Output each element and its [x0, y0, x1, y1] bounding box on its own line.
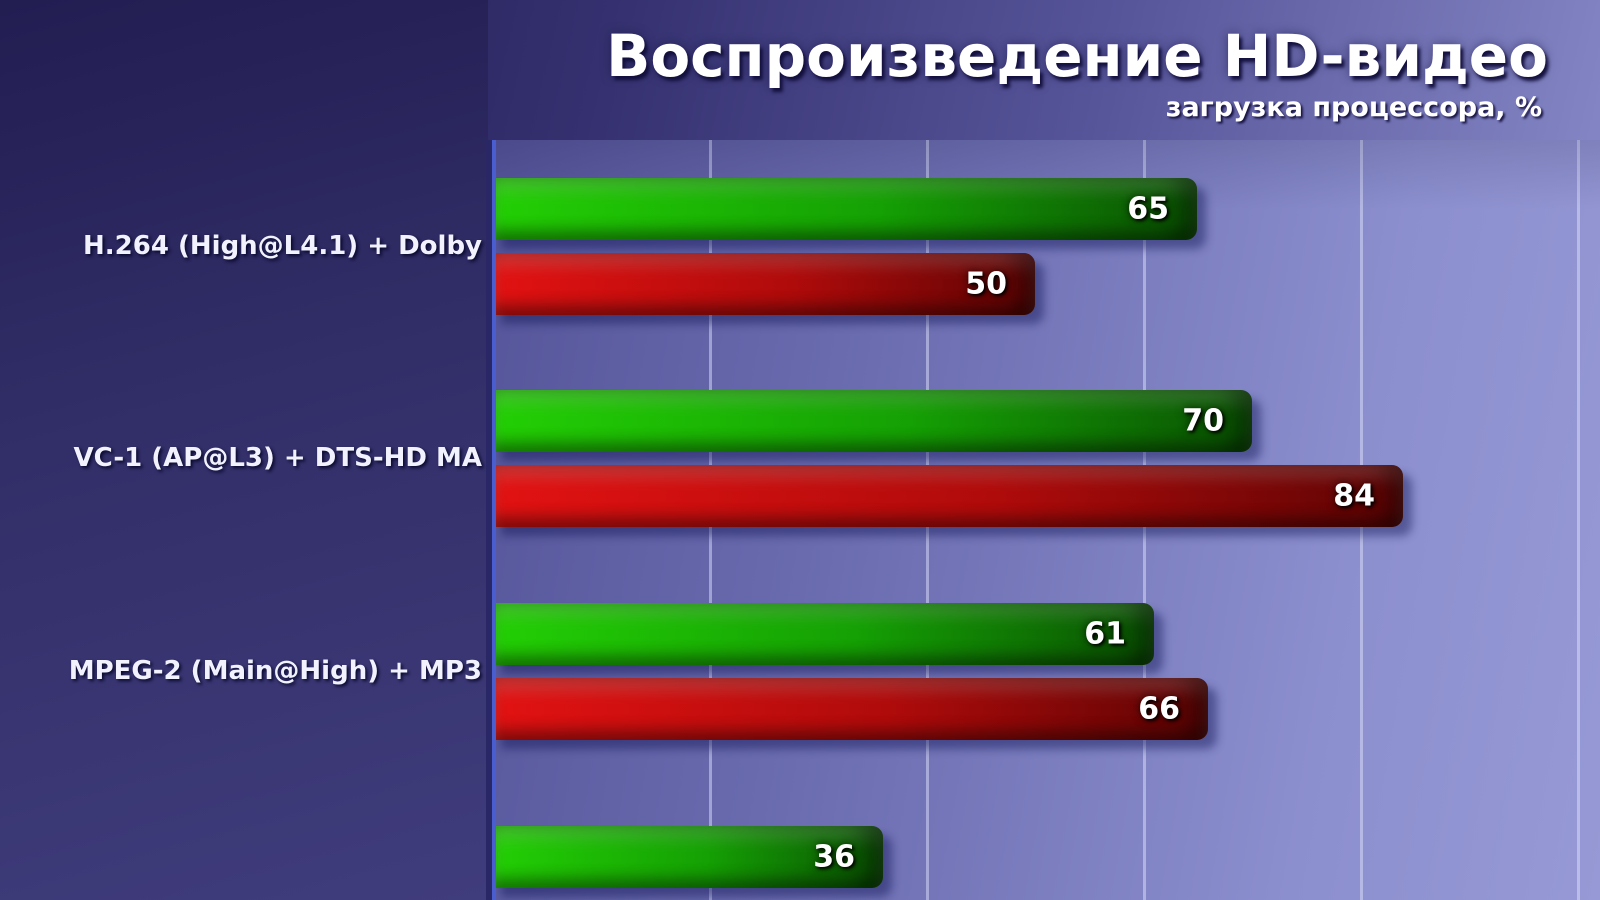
bar-value-label: 70 [1182, 403, 1224, 439]
bar-value-label: 50 [965, 266, 1007, 302]
gridline-100 [1577, 140, 1580, 900]
bar-value-label: 61 [1084, 616, 1126, 652]
green-bar: 70 [492, 390, 1252, 452]
category-labels-panel: H.264 (High@L4.1) + Dolby VC-1 (AP@L3) + … [0, 0, 488, 900]
category-label: MPEG-2 (Main@High) + MP3 [68, 656, 482, 686]
bar-value-label: 36 [813, 839, 855, 875]
red-bar: 66 [492, 678, 1208, 740]
category-label: H.264 (High@L4.1) + Dolby [83, 231, 482, 261]
green-bar: 65 [492, 178, 1197, 240]
red-bar: 84 [492, 465, 1403, 527]
chart-title: Воспроизведение HD-видео [606, 22, 1548, 90]
plot-area: 65 50 70 84 61 66 36 [488, 140, 1600, 900]
green-bar: 36 [492, 826, 883, 888]
y-axis-line [486, 140, 492, 900]
green-bar: 61 [492, 603, 1154, 665]
y-axis-highlight-line [492, 140, 496, 900]
bar-value-label: 66 [1138, 691, 1180, 727]
bar-value-label: 84 [1333, 478, 1375, 514]
chart-subtitle: загрузка процессора, % [1165, 92, 1542, 123]
red-bar: 50 [492, 253, 1035, 315]
bar-value-label: 65 [1127, 191, 1169, 227]
category-label: VC-1 (AP@L3) + DTS-HD MA [73, 443, 482, 473]
